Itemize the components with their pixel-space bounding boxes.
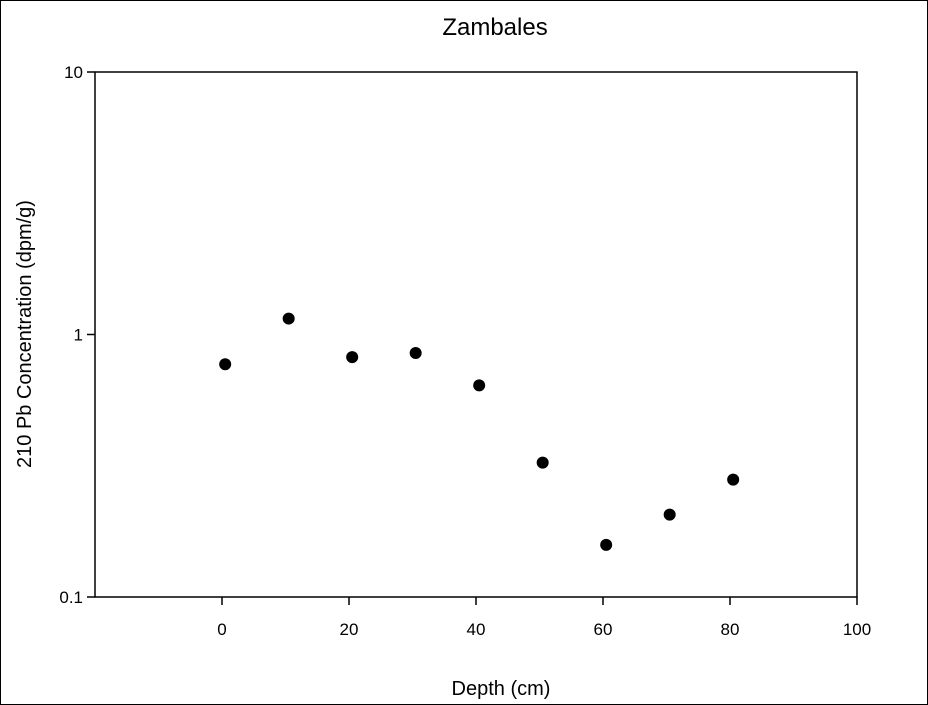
data-point: [346, 351, 359, 364]
x-tick-label: 20: [340, 620, 359, 639]
y-tick-label: 0.1: [59, 588, 83, 607]
data-point: [727, 473, 740, 486]
y-tick-label: 1: [74, 326, 83, 345]
x-axis-label: Depth (cm): [452, 678, 551, 700]
data-point: [219, 358, 232, 371]
x-tick-label: 60: [594, 620, 613, 639]
data-point: [600, 538, 613, 551]
data-point: [536, 456, 549, 469]
data-point: [282, 312, 295, 325]
plot-area: [94, 71, 858, 598]
y-axis-label: 210 Pb Concentration (dpm/g): [14, 200, 36, 468]
x-tick-label: 80: [721, 620, 740, 639]
y-tick-label: 10: [64, 63, 83, 82]
x-tick-label: 0: [217, 620, 226, 639]
data-point: [663, 508, 676, 521]
data-point: [473, 379, 486, 392]
x-tick-label: 40: [467, 620, 486, 639]
x-tick-label: 100: [843, 620, 871, 639]
chart-title: Zambales: [442, 14, 547, 41]
data-point: [409, 347, 422, 360]
